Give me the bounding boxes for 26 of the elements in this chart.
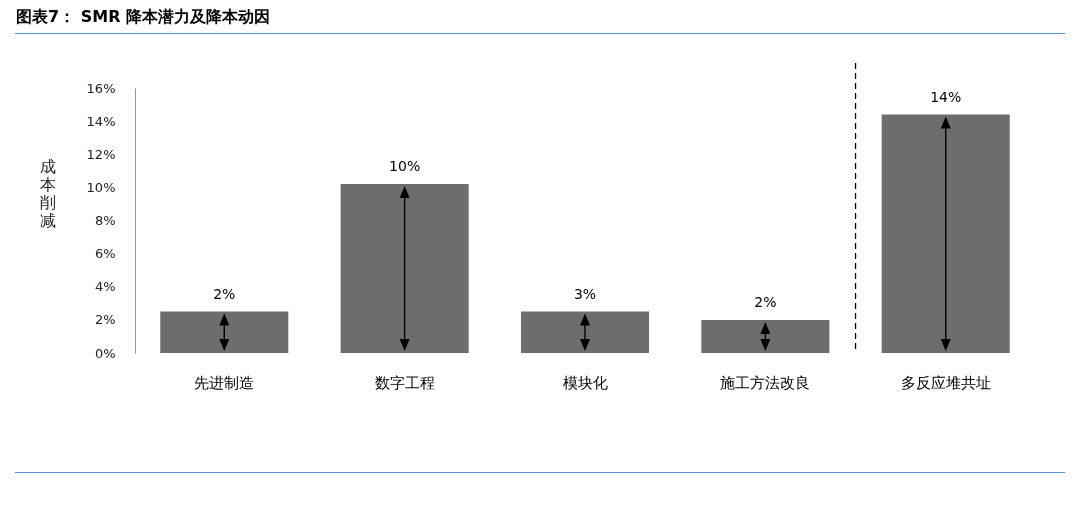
bar bbox=[160, 311, 289, 353]
data-label: 14% bbox=[930, 88, 962, 105]
y-tick-label: 14% bbox=[86, 113, 116, 129]
y-tick-label: 10% bbox=[86, 179, 116, 195]
y-tick-label: 4% bbox=[94, 279, 116, 295]
y-axis-title: 成本削减 bbox=[39, 156, 56, 230]
y-tick-label: 16% bbox=[86, 80, 116, 96]
y-tick-label: 12% bbox=[86, 146, 116, 162]
x-tick-label: 数字工程 bbox=[374, 373, 435, 392]
bar bbox=[701, 319, 830, 353]
y-tick-label: 8% bbox=[94, 213, 116, 228]
bar bbox=[520, 311, 650, 353]
data-label: 10% bbox=[389, 158, 421, 175]
x-tick-label: 模块化 bbox=[562, 373, 608, 392]
bar bbox=[340, 184, 469, 353]
data-label: 2% bbox=[213, 285, 236, 302]
y-tick-label: 6% bbox=[94, 246, 116, 262]
x-tick-label: 施工方法改良 bbox=[720, 373, 811, 392]
x-tick-label: 先进制造 bbox=[194, 373, 255, 392]
x-tick-label: 多反应堆共址 bbox=[900, 373, 991, 392]
y-tick-label: 2% bbox=[94, 312, 116, 328]
chart-title: 图表7： SMR 降本潜力及降本动因 bbox=[16, 7, 271, 28]
data-label: 3% bbox=[573, 285, 597, 302]
y-tick-label: 0% bbox=[94, 345, 116, 361]
data-label: 2% bbox=[754, 293, 777, 310]
bar bbox=[881, 114, 1010, 353]
